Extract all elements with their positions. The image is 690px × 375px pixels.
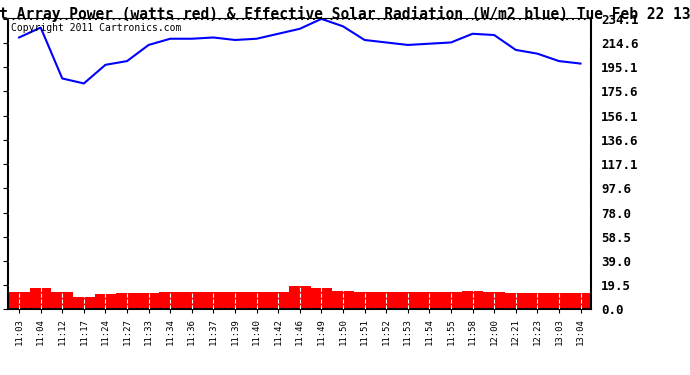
Bar <box>484 292 505 309</box>
Bar <box>570 293 591 309</box>
Bar <box>332 291 354 309</box>
Text: West Array Power (watts red) & Effective Solar Radiation (W/m2 blue) Tue Feb 22 : West Array Power (watts red) & Effective… <box>0 6 690 22</box>
Bar <box>52 292 73 309</box>
Bar <box>30 288 52 309</box>
Bar <box>159 292 181 309</box>
Bar <box>375 292 397 309</box>
Bar <box>289 286 311 309</box>
Bar <box>224 292 246 309</box>
Bar <box>419 292 440 309</box>
Bar <box>462 291 484 309</box>
Bar <box>8 292 30 309</box>
Bar <box>505 293 526 309</box>
Bar <box>310 288 332 309</box>
Bar <box>526 293 548 309</box>
Bar <box>73 297 95 309</box>
Bar <box>138 293 159 309</box>
Bar <box>354 292 375 309</box>
Bar <box>181 292 203 309</box>
Bar <box>246 292 268 309</box>
Text: Copyright 2011 Cartronics.com: Copyright 2011 Cartronics.com <box>11 23 181 33</box>
Bar <box>397 292 419 309</box>
Bar <box>268 292 289 309</box>
Bar <box>95 294 116 309</box>
Bar <box>203 292 224 309</box>
Bar <box>116 293 138 309</box>
Bar <box>440 292 462 309</box>
Bar <box>548 293 570 309</box>
